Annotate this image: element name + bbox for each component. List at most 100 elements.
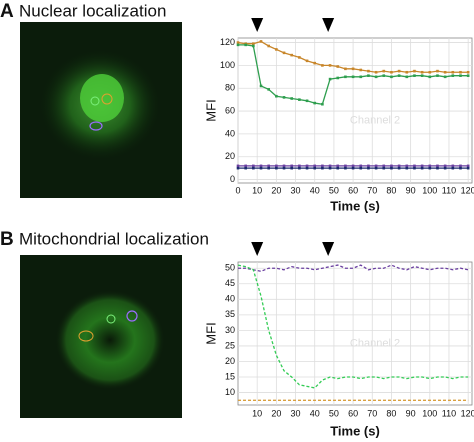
x-tick-label: 50 — [329, 408, 339, 418]
data-point — [236, 43, 240, 47]
x-tick-label: 10 — [252, 185, 262, 195]
data-point — [328, 64, 332, 67]
data-point — [451, 166, 455, 170]
data-point — [336, 166, 340, 170]
data-point — [267, 164, 270, 168]
data-point — [382, 166, 386, 170]
time-marker — [251, 18, 264, 32]
x-tick-label: 60 — [348, 408, 358, 418]
y-tick-label: 60 — [225, 105, 235, 115]
data-point — [259, 166, 263, 170]
data-point — [443, 166, 447, 170]
data-point — [459, 164, 462, 168]
x-tick-label: 80 — [386, 185, 396, 195]
data-point — [451, 164, 455, 168]
data-point — [298, 164, 301, 168]
data-point — [390, 164, 393, 168]
data-point — [244, 43, 247, 47]
data-point — [321, 64, 324, 67]
data-point — [344, 166, 347, 170]
data-point — [436, 74, 439, 77]
data-point — [290, 97, 294, 100]
data-point — [428, 75, 432, 79]
data-point — [252, 44, 255, 48]
data-point — [436, 166, 439, 170]
y-tick-label: 20 — [225, 356, 235, 366]
data-point — [359, 166, 363, 170]
y-tick-label: 45 — [225, 278, 235, 288]
x-tick-label: 70 — [367, 408, 377, 418]
data-point — [428, 70, 432, 74]
data-point — [236, 166, 240, 170]
data-point — [351, 67, 355, 71]
data-point — [459, 74, 462, 77]
data-point — [390, 166, 393, 170]
data-point — [313, 101, 317, 105]
data-point — [351, 164, 355, 168]
x-axis-label: Time (s) — [330, 198, 380, 213]
data-point — [405, 70, 409, 74]
plot-area — [237, 261, 473, 406]
data-point — [252, 166, 255, 170]
data-point — [244, 164, 247, 168]
watermark: Channel 2 — [350, 337, 400, 349]
x-tick-label: 100 — [422, 185, 437, 195]
y-tick-label: 10 — [225, 387, 235, 397]
x-tick-label: 30 — [291, 408, 301, 418]
data-point — [344, 164, 347, 168]
data-point — [282, 166, 286, 170]
data-point — [328, 166, 332, 170]
data-point — [397, 164, 401, 168]
data-point — [290, 53, 294, 57]
data-point — [367, 69, 370, 73]
panel-title: Nuclear localization — [19, 1, 166, 20]
data-point — [267, 88, 270, 91]
data-point — [259, 40, 263, 43]
y-axis-label: MFI — [203, 99, 218, 121]
y-tick-label: 35 — [225, 309, 235, 319]
data-point — [374, 70, 378, 74]
data-point — [451, 70, 455, 74]
data-point — [397, 69, 401, 73]
data-point — [252, 42, 255, 46]
data-point — [367, 164, 370, 168]
data-point — [367, 166, 370, 170]
y-tick-label: 80 — [225, 83, 235, 93]
data-point — [321, 164, 324, 168]
data-point — [298, 56, 301, 59]
data-point — [267, 166, 270, 170]
data-point — [390, 75, 393, 79]
data-point — [367, 74, 370, 77]
data-point — [351, 166, 355, 170]
data-point — [382, 74, 386, 77]
x-tick-label: 80 — [386, 408, 396, 418]
data-point — [413, 69, 416, 73]
data-point — [397, 166, 401, 170]
x-tick-label: 110 — [442, 185, 456, 195]
data-point — [428, 164, 432, 168]
data-point — [405, 166, 409, 170]
data-point — [374, 166, 378, 170]
x-tick-label: 110 — [442, 408, 456, 418]
data-point — [466, 164, 470, 168]
data-point — [244, 166, 247, 170]
x-tick-label: 40 — [310, 408, 320, 418]
panel-title: Mitochondrial localization — [19, 229, 209, 248]
data-point — [382, 164, 386, 168]
x-axis-label: Time (s) — [330, 423, 380, 438]
data-point — [275, 164, 278, 168]
data-point — [359, 68, 363, 72]
time-marker — [322, 18, 335, 32]
data-point — [305, 59, 309, 63]
data-point — [336, 65, 340, 68]
data-point — [420, 164, 424, 168]
data-point — [336, 164, 340, 168]
data-point — [420, 166, 424, 170]
x-tick-label: 40 — [310, 185, 320, 195]
data-point — [351, 75, 355, 79]
data-point — [459, 70, 462, 74]
data-point — [390, 70, 393, 74]
data-point — [466, 74, 470, 77]
data-point — [282, 51, 286, 55]
data-point — [466, 70, 470, 74]
